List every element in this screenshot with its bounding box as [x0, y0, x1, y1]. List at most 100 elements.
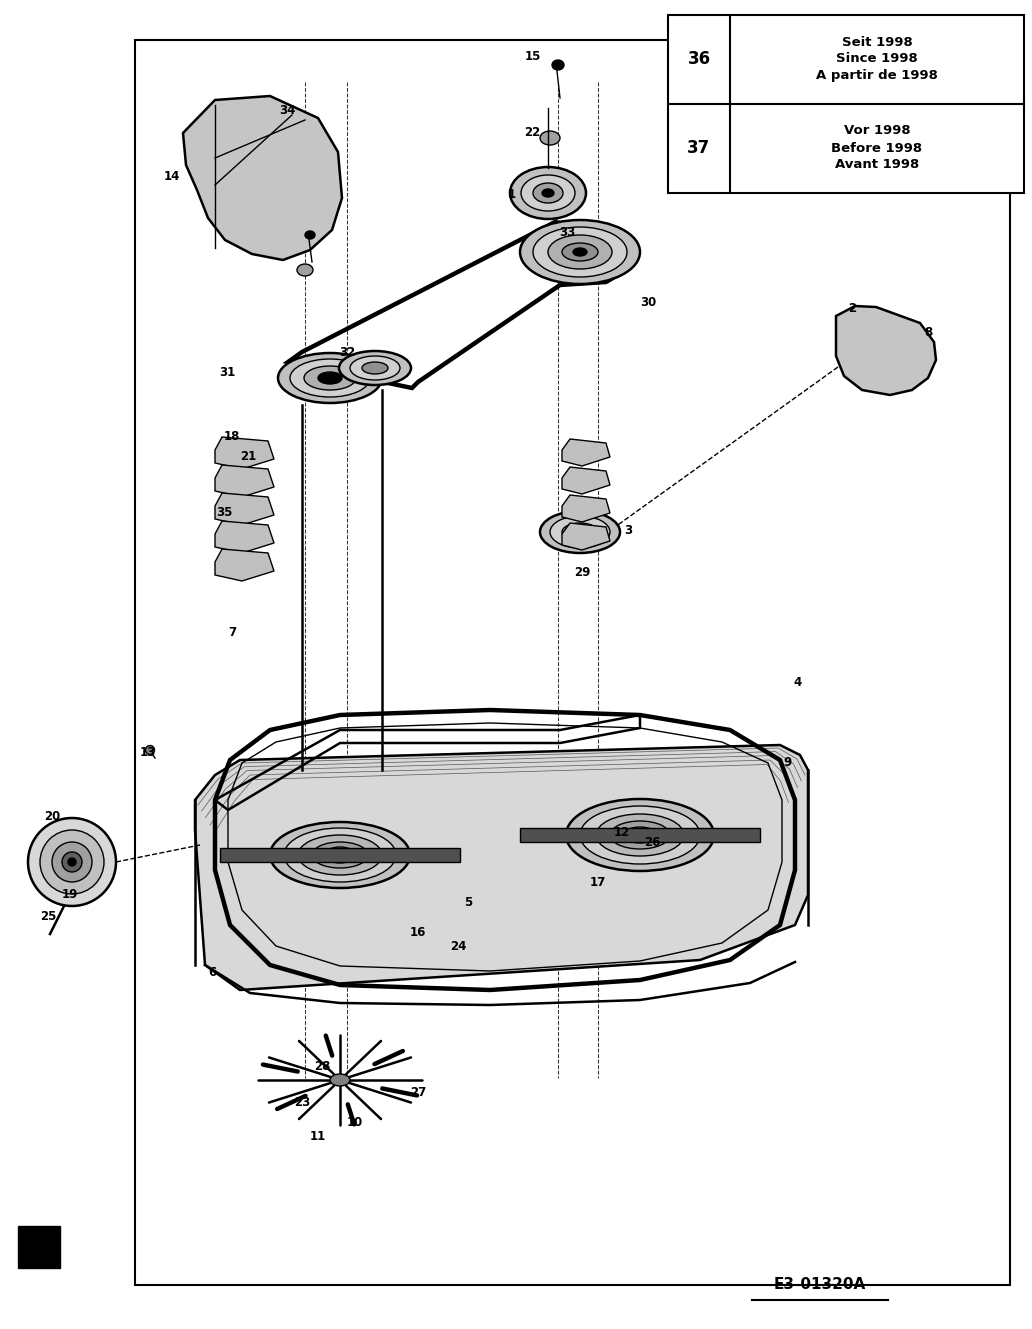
Ellipse shape: [542, 189, 554, 197]
Ellipse shape: [573, 528, 587, 536]
Text: 3: 3: [624, 524, 632, 537]
Ellipse shape: [305, 231, 315, 239]
Text: 11: 11: [310, 1131, 326, 1143]
Text: 18: 18: [224, 431, 240, 444]
Text: 23: 23: [294, 1095, 311, 1108]
Polygon shape: [562, 494, 610, 522]
Ellipse shape: [623, 827, 657, 843]
Text: 25: 25: [40, 910, 56, 924]
Ellipse shape: [284, 828, 396, 882]
Polygon shape: [836, 306, 936, 395]
Ellipse shape: [52, 843, 92, 882]
Ellipse shape: [270, 823, 410, 888]
Text: 31: 31: [219, 365, 235, 379]
Ellipse shape: [62, 852, 82, 872]
Bar: [668, 15, 1024, 193]
Ellipse shape: [350, 356, 400, 380]
Text: 22: 22: [524, 125, 540, 138]
Polygon shape: [562, 466, 610, 494]
Ellipse shape: [146, 746, 155, 755]
Ellipse shape: [533, 227, 627, 276]
Text: 19: 19: [62, 889, 78, 901]
Ellipse shape: [573, 249, 587, 256]
Text: 7: 7: [228, 626, 236, 638]
Ellipse shape: [540, 132, 560, 145]
Bar: [135, 40, 1010, 1285]
Text: 37: 37: [687, 140, 711, 157]
Polygon shape: [215, 521, 275, 553]
Polygon shape: [215, 465, 275, 497]
Polygon shape: [215, 549, 275, 581]
Text: 2: 2: [848, 302, 857, 315]
Ellipse shape: [297, 264, 313, 276]
Ellipse shape: [548, 235, 612, 268]
Ellipse shape: [596, 813, 684, 856]
Text: 20: 20: [44, 811, 60, 824]
Text: 10: 10: [347, 1115, 363, 1128]
Ellipse shape: [610, 821, 670, 849]
Text: Seit 1998
Since 1998
A partir de 1998: Seit 1998 Since 1998 A partir de 1998: [816, 36, 938, 82]
Text: 24: 24: [450, 941, 466, 953]
Polygon shape: [215, 493, 275, 525]
Polygon shape: [562, 524, 610, 550]
Text: 27: 27: [410, 1086, 426, 1099]
Text: 30: 30: [640, 295, 656, 308]
Ellipse shape: [533, 183, 563, 203]
Ellipse shape: [521, 175, 575, 211]
Text: 35: 35: [216, 505, 232, 518]
Text: 1: 1: [508, 189, 516, 202]
Ellipse shape: [633, 832, 647, 839]
Text: 32: 32: [338, 346, 355, 359]
Ellipse shape: [520, 221, 640, 284]
Text: 29: 29: [574, 566, 590, 578]
Text: 13: 13: [140, 746, 156, 759]
Polygon shape: [215, 437, 275, 469]
Text: 15: 15: [525, 51, 541, 64]
Ellipse shape: [562, 243, 598, 260]
Text: 16: 16: [410, 925, 426, 938]
Text: 26: 26: [644, 836, 660, 848]
Ellipse shape: [333, 852, 347, 859]
Ellipse shape: [580, 805, 700, 864]
Text: 36: 36: [687, 51, 711, 68]
Bar: [18, 1225, 60, 1268]
Text: 5: 5: [463, 896, 472, 909]
Ellipse shape: [40, 831, 104, 894]
Text: 8: 8: [924, 326, 932, 339]
Ellipse shape: [330, 1074, 350, 1086]
Ellipse shape: [290, 359, 370, 397]
Ellipse shape: [324, 847, 356, 863]
Polygon shape: [183, 96, 342, 260]
Text: 34: 34: [279, 104, 295, 117]
Text: 6: 6: [207, 965, 216, 978]
Ellipse shape: [28, 819, 116, 906]
Ellipse shape: [540, 510, 620, 553]
Ellipse shape: [298, 835, 382, 874]
Ellipse shape: [510, 167, 586, 219]
Text: 9: 9: [784, 755, 793, 768]
Polygon shape: [220, 848, 460, 863]
Ellipse shape: [362, 361, 388, 373]
Ellipse shape: [552, 60, 565, 70]
Text: 4: 4: [794, 675, 802, 688]
Text: 28: 28: [314, 1061, 330, 1074]
Text: 21: 21: [239, 451, 256, 464]
Ellipse shape: [338, 351, 411, 385]
Text: 12: 12: [614, 825, 631, 839]
Text: 14: 14: [164, 170, 181, 183]
Text: 17: 17: [590, 876, 606, 889]
Ellipse shape: [566, 799, 714, 870]
Ellipse shape: [312, 843, 368, 868]
Ellipse shape: [304, 365, 356, 389]
Polygon shape: [195, 746, 808, 990]
Ellipse shape: [68, 859, 76, 867]
Ellipse shape: [550, 516, 610, 548]
Polygon shape: [562, 439, 610, 466]
Ellipse shape: [562, 524, 598, 541]
Text: 33: 33: [559, 226, 575, 238]
Ellipse shape: [278, 354, 382, 403]
Text: Vor 1998
Before 1998
Avant 1998: Vor 1998 Before 1998 Avant 1998: [832, 125, 923, 171]
Polygon shape: [520, 828, 760, 843]
Text: E3-01320A: E3-01320A: [774, 1277, 866, 1292]
Ellipse shape: [318, 372, 342, 384]
